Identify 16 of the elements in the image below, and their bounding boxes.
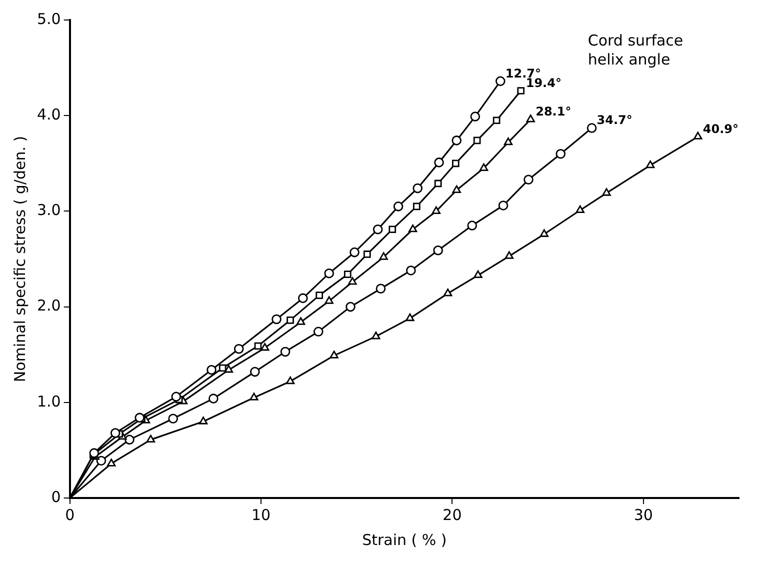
x-tick-label: 20 <box>442 506 462 524</box>
x-tick-label: 10 <box>251 506 271 524</box>
series-label: 40.9° <box>702 122 739 136</box>
x-tick-label: 0 <box>65 506 75 524</box>
y-tick-label: 5.0 <box>36 10 61 28</box>
legend-title: Cord surface helix angle <box>588 31 684 68</box>
y-tick-label: 3.0 <box>36 201 61 220</box>
series-label: 34.7° <box>596 113 632 128</box>
y-tick-label: 2.0 <box>36 296 61 315</box>
y-tick-label: 0 <box>51 488 61 506</box>
y-tick-label: 1.0 <box>36 392 61 410</box>
y-axis-title: Nominal specific stress ( g/den. ) <box>10 136 29 382</box>
series-label: 28.1° <box>536 104 572 119</box>
x-tick-label: 30 <box>634 506 653 524</box>
y-tick-label: 4.0 <box>36 105 61 124</box>
x-axis-title: Strain ( % ) <box>362 530 447 549</box>
